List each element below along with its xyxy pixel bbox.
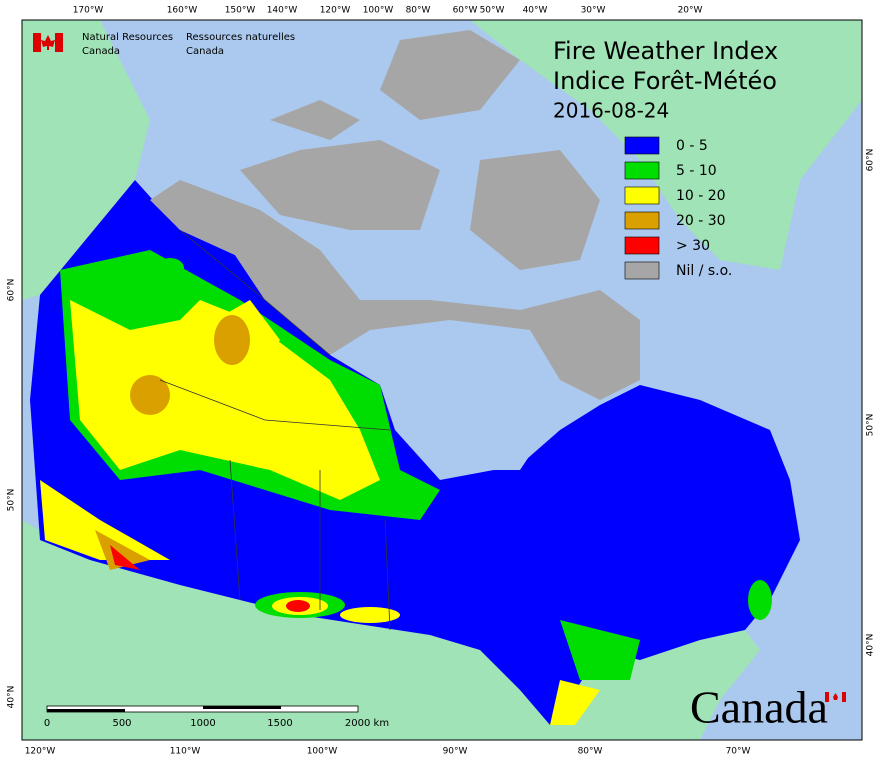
header-block	[33, 33, 63, 52]
longitude-label: 170°W	[73, 6, 104, 16]
longitude-label: 140°W	[267, 6, 298, 16]
scale-label: 0	[44, 718, 50, 729]
scale-label: 1500	[267, 718, 292, 729]
legend-label: > 30	[676, 238, 710, 254]
latitude-label: 40°N	[7, 686, 17, 709]
legend-swatch	[624, 161, 660, 180]
alaska-land	[22, 20, 150, 300]
legend-swatch	[624, 261, 660, 280]
latitude-label: 60°N	[866, 149, 876, 172]
legend-label: 10 - 20	[676, 188, 726, 204]
longitude-label: 120°W	[25, 747, 56, 757]
legend-swatch	[624, 136, 660, 155]
map-frame	[21, 19, 863, 741]
latitude-label: 40°N	[866, 634, 876, 657]
longitude-label: 60°W	[453, 6, 478, 16]
greenland-land	[470, 20, 862, 270]
wordmark-flag	[825, 692, 846, 702]
legend-swatch	[624, 186, 660, 205]
legend-label: 5 - 10	[676, 163, 717, 179]
legend-swatch	[624, 211, 660, 230]
usa-land	[22, 520, 760, 740]
maple-leaf	[41, 35, 55, 50]
legend-label: 20 - 30	[676, 213, 726, 229]
flag-bar	[33, 33, 41, 52]
longitude-label: 150°W	[225, 6, 256, 16]
longitude-label: 70°W	[726, 747, 751, 757]
legend-label: Nil / s.o.	[676, 263, 732, 279]
agency-name: Canada	[82, 46, 120, 57]
borders	[159, 229, 391, 631]
wordmark: Canada	[690, 682, 828, 733]
longitude-label: 80°W	[406, 6, 431, 16]
agency-name: Ressources naturelles	[186, 32, 295, 43]
agency-name: Canada	[186, 46, 224, 57]
scale-bar	[46, 705, 359, 713]
latitude-label: 50°N	[7, 489, 17, 512]
longitude-label: 90°W	[443, 747, 468, 757]
date: 2016-08-24	[553, 99, 669, 123]
legend-label: 0 - 5	[676, 138, 708, 154]
agency-name: Natural Resources	[82, 32, 173, 43]
longitude-label: 50°W	[480, 6, 505, 16]
title-en: Fire Weather Index	[553, 37, 778, 65]
scale-label: 2000 km	[345, 718, 389, 729]
legend-swatch	[624, 236, 660, 255]
longitude-label: 30°W	[581, 6, 606, 16]
fire-index-patches	[40, 250, 772, 725]
scale-label: 1000	[190, 718, 215, 729]
latitude-label: 50°N	[866, 414, 876, 437]
longitude-label: 80°W	[578, 747, 603, 757]
scale-label: 500	[112, 718, 131, 729]
longitude-label: 100°W	[307, 747, 338, 757]
latitude-label: 60°N	[7, 279, 17, 302]
longitude-label: 110°W	[170, 747, 201, 757]
flag-bar	[55, 33, 63, 52]
longitude-label: 20°W	[678, 6, 703, 16]
longitude-label: 100°W	[363, 6, 394, 16]
hudson-bay	[370, 320, 560, 470]
title-fr: Indice Forêt-Météo	[553, 67, 777, 95]
longitude-label: 40°W	[523, 6, 548, 16]
longitude-label: 160°W	[167, 6, 198, 16]
longitude-label: 120°W	[320, 6, 351, 16]
arctic-no-data	[150, 30, 640, 400]
